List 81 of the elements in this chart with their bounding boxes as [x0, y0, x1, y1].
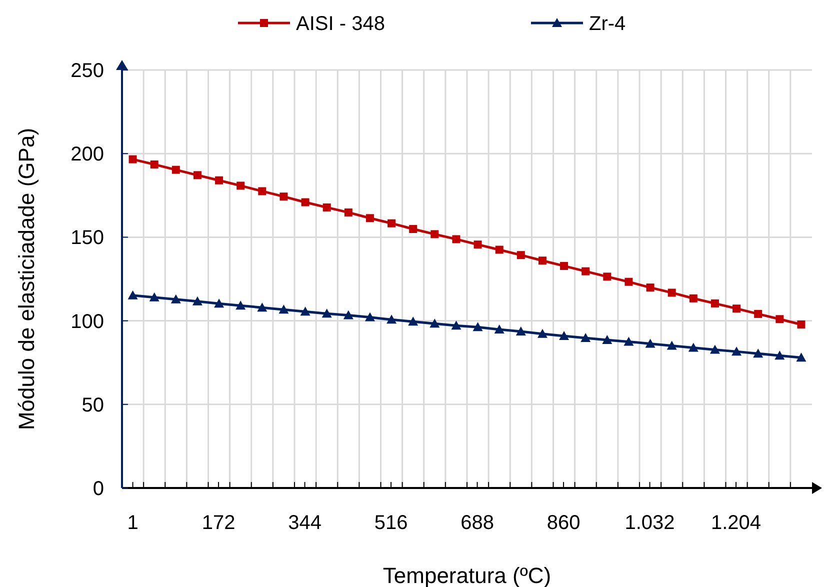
point	[366, 214, 374, 222]
point	[364, 312, 375, 322]
point	[580, 333, 591, 342]
point	[774, 350, 785, 360]
point	[602, 335, 612, 344]
point	[474, 240, 482, 249]
y-tick-label: 200	[70, 144, 104, 166]
point	[560, 262, 568, 270]
point	[214, 298, 224, 308]
point	[170, 294, 181, 304]
point	[215, 176, 224, 184]
point	[646, 284, 654, 292]
point	[603, 272, 612, 281]
x-tick-label: 1.032	[624, 512, 675, 534]
legend-label: Zr-4	[589, 13, 626, 35]
point	[495, 246, 504, 254]
point	[236, 182, 245, 190]
point	[753, 348, 764, 358]
point	[409, 225, 418, 234]
point	[408, 316, 418, 326]
point	[732, 346, 742, 356]
point	[688, 342, 698, 352]
y-tick-label: 0	[92, 478, 104, 500]
x-tick-label: 344	[288, 512, 322, 534]
point	[559, 331, 570, 340]
point	[128, 155, 137, 164]
point	[538, 256, 546, 265]
y-tick-label: 250	[70, 60, 104, 82]
point	[797, 320, 806, 328]
point	[516, 251, 525, 260]
point	[645, 338, 656, 348]
point	[149, 292, 160, 302]
point	[666, 340, 677, 350]
y-axis-title: Módulo de elasticiadade (GPa)	[14, 128, 39, 430]
point	[301, 198, 310, 206]
point	[236, 300, 246, 310]
point	[732, 304, 741, 313]
y-tick-label: 150	[70, 227, 104, 250]
point	[582, 267, 590, 276]
point	[668, 288, 676, 297]
point	[192, 296, 202, 306]
point	[452, 235, 460, 244]
point	[193, 171, 202, 180]
point	[386, 314, 397, 324]
point	[537, 328, 548, 338]
point	[494, 324, 504, 334]
x-tick-label: 172	[202, 512, 236, 534]
point	[516, 326, 526, 336]
point	[278, 304, 289, 314]
point	[322, 308, 332, 318]
y-tick-label: 100	[70, 310, 104, 333]
point	[624, 278, 633, 286]
x-tick-label: 860	[546, 512, 580, 534]
point	[754, 310, 762, 318]
point	[280, 192, 288, 201]
legend-label: AISI - 348	[296, 13, 385, 35]
point	[710, 344, 720, 354]
x-tick-label: 516	[374, 512, 408, 534]
point	[388, 219, 396, 228]
point	[343, 310, 354, 320]
point	[258, 187, 266, 196]
point	[150, 160, 158, 168]
point	[300, 306, 310, 316]
point	[257, 302, 268, 312]
point	[472, 322, 483, 332]
point	[624, 336, 634, 346]
x-tick-label: 1	[127, 512, 138, 534]
x-tick-label: 688	[460, 512, 494, 534]
point	[710, 299, 719, 308]
point	[430, 318, 440, 328]
point	[344, 208, 352, 216]
x-tick-label: 1.204	[711, 512, 762, 534]
point	[172, 166, 180, 174]
point	[451, 320, 462, 330]
point	[796, 352, 806, 362]
point	[430, 230, 439, 238]
point	[128, 290, 138, 300]
y-tick-label: 50	[82, 394, 104, 416]
point	[689, 294, 698, 302]
point	[322, 203, 331, 212]
point	[776, 315, 784, 324]
